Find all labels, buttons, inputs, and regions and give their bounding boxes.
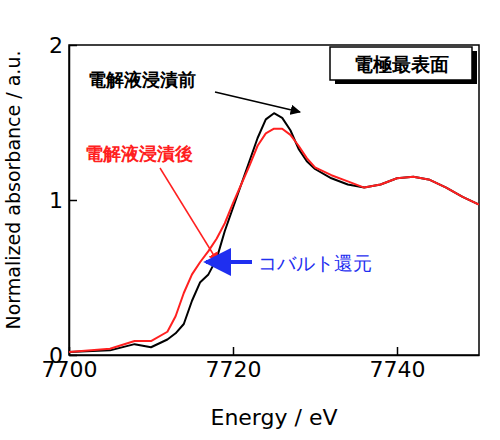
y-axis: 0 1 2 xyxy=(49,33,77,368)
annotation-box xyxy=(330,47,472,80)
annotation-arrow xyxy=(206,260,252,264)
y-tick-label: 0 xyxy=(49,343,63,368)
x-tick: 7740 xyxy=(370,347,426,382)
series-line xyxy=(69,113,479,352)
chart: 770077207740012Energy / eVNormalized abs… xyxy=(0,0,500,440)
x-tick-label: 7720 xyxy=(206,357,262,382)
x-axis-title: Energy / eV xyxy=(210,405,337,430)
y-tick-label: 1 xyxy=(49,188,63,213)
series-line xyxy=(69,129,479,352)
plot-frame xyxy=(69,45,479,355)
series-label: 電解液浸漬後 xyxy=(85,143,193,164)
label-arrow xyxy=(215,92,300,112)
series-label: 電解液浸漬前 xyxy=(88,69,196,90)
annotation: コバルト還元 xyxy=(258,252,372,274)
x-tick-label: 7740 xyxy=(370,357,426,382)
y-tick-mark xyxy=(69,200,77,202)
plot-area xyxy=(69,113,479,352)
x-tick: 7720 xyxy=(206,347,262,382)
y-tick-label: 2 xyxy=(49,33,63,58)
y-axis-title: Normalized absorbance / a.u. xyxy=(2,51,24,330)
annotation: 電極最表面 xyxy=(354,53,449,75)
x-tick-mark xyxy=(397,347,399,355)
x-axis: 770077207740 xyxy=(42,347,480,382)
x-tick-mark xyxy=(233,347,235,355)
label-arrow xyxy=(160,168,218,262)
y-tick: 1 xyxy=(49,188,77,213)
